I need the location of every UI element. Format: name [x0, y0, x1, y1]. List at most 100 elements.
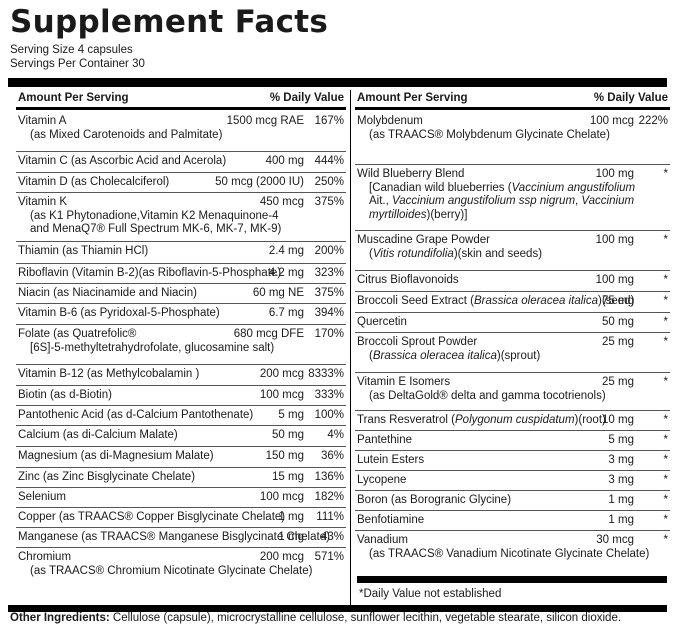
nutrient-row: Vitamin A (as Mixed Carotenoids and Palmi… [16, 112, 346, 152]
nutrient-row: Vitamin B-6 (as Pyridoxal-5-Phosphate) 6.… [16, 304, 346, 325]
nutrient-row: Citrus Bioflavonoids 100 mg * [355, 271, 670, 292]
daily-value-percent: 375% [314, 196, 344, 208]
nutrient-name: Vanadium (as TRAACS® Vanadium Nicotinate … [357, 534, 649, 561]
column-divider [350, 90, 351, 610]
nutrient-label: Folate (as Quatrefolic® [18, 328, 137, 340]
daily-value-percent: * [663, 234, 668, 246]
nutrient-name: Muscadine Grape Powder (Vitis rotundifoli… [357, 234, 542, 261]
nutrient-label: Pantothenic Acid (as d-Calcium Pantothen… [18, 409, 254, 421]
nutrient-row: Folate (as Quatrefolic® [6S]-5-methyltetr… [16, 325, 346, 365]
nutrient-label: Vitamin K [18, 196, 68, 208]
amount-value: 25 mg [602, 376, 634, 388]
nutrient-row: Lycopene 3 mg * [355, 471, 670, 491]
daily-value-percent: 394% [314, 307, 344, 319]
nutrient-name: Wild Blueberry Blend [Canadian wild blueb… [357, 168, 635, 222]
nutrient-label: Vitamin B-6 (as Pyridoxal-5-Phosphate) [18, 307, 220, 319]
nutrient-name: Calcium (as di-Calcium Malate) [18, 429, 178, 443]
daily-value-percent: 222% [638, 115, 668, 127]
amount-value: 200 mcg [259, 368, 304, 380]
nutrient-name: Folate (as Quatrefolic® [6S]-5-methyltetr… [18, 328, 274, 355]
nutrient-label: Manganese (as TRAACS® Manganese Bisglyci… [18, 531, 330, 543]
nutrient-name: Boron (as Borogranic Glycine) [357, 494, 511, 508]
nutrient-row: Muscadine Grape Powder (Vitis rotundifoli… [355, 231, 670, 271]
nutrient-row: Biotin (as d-Biotin) 100 mcg 333% [16, 386, 346, 406]
amount-value: 100 mcg [259, 389, 304, 401]
nutrient-source: and MenaQ7® Full Spectrum MK-6, MK-7, MK… [30, 223, 282, 235]
nutrient-name: Thiamin (as Thiamin HCl) [18, 245, 148, 259]
daily-value-percent: 4% [327, 429, 344, 441]
nutrient-label: Thiamin (as Thiamin HCl) [18, 245, 149, 257]
nutrient-label: Calcium (as di-Calcium Malate) [18, 429, 178, 441]
footer-divider [8, 605, 667, 612]
nutrient-row: Vitamin K (as K1 Phytonadione,Vitamin K2 … [16, 193, 346, 242]
daily-value-percent: * [663, 454, 668, 466]
nutrient-name: Vitamin A (as Mixed Carotenoids and Palmi… [18, 115, 222, 142]
amount-value: 5 mg [278, 409, 304, 421]
nutrient-row: Lutein Esters 3 mg * [355, 451, 670, 471]
amount-value: 450 mcg [259, 196, 304, 208]
other-ingredients: Other Ingredients: Cellulose (capsule), … [10, 612, 621, 624]
nutrient-label: Niacin (as Niacinamide and Niacin) [18, 287, 197, 299]
amount-value: 4.2 mg [268, 267, 304, 279]
nutrient-row: Vitamin B-12 (as Methylcobalamin ) 200 mc… [16, 365, 346, 386]
nutrient-row: Thiamin (as Thiamin HCl) 2.4 mg 200% [16, 242, 346, 264]
daily-value-percent: * [663, 494, 668, 506]
amount-value: 100 mg [595, 168, 634, 180]
daily-value-percent: 100% [314, 409, 344, 421]
nutrient-name: Benfotiamine [357, 514, 424, 528]
amount-value: 1 mg [608, 514, 634, 526]
nutrient-row: Magnesium (as di-Magnesium Malate) 150 mg… [16, 447, 346, 468]
daily-value-percent: * [663, 474, 668, 486]
amount-value: 75 mg [602, 295, 634, 307]
nutrient-row: Riboflavin (Vitamin B-2)(as Riboflavin-5… [16, 264, 346, 284]
nutrient-name: Lycopene [357, 474, 406, 488]
daily-value-percent: 170% [314, 328, 344, 340]
daily-value-percent: 333% [314, 389, 344, 401]
amount-value: 1 mg [608, 494, 634, 506]
nutrient-label: Selenium [18, 491, 66, 503]
nutrient-label: Vanadium [357, 534, 408, 546]
nutrient-row: Boron (as Borogranic Glycine) 1 mg * [355, 491, 670, 511]
amount-value: 1 mg [278, 531, 304, 543]
amount-value: 50 mcg (2000 IU) [215, 176, 304, 188]
nutrient-label: Biotin (as d-Biotin) [18, 389, 112, 401]
other-ingredients-label: Other Ingredients: [10, 612, 110, 624]
amount-value: 1500 mcg RAE [226, 115, 304, 127]
header-rule [355, 107, 670, 110]
footnote: *Daily Value not established [359, 588, 502, 600]
amount-value: 30 mcg [596, 534, 634, 546]
nutrient-source: (as K1 Phytonadione,Vitamin K2 Menaquino… [30, 209, 279, 222]
amount-value: 10 mg [602, 414, 634, 426]
nutrient-name: Lutein Esters [357, 454, 424, 468]
nutrient-label: Vitamin D (as Cholecalciferol) [18, 176, 170, 188]
nutrient-row: Quercetin 50 mg * [355, 313, 670, 333]
daily-value-percent: * [663, 168, 668, 180]
amount-value: 2.4 mg [268, 245, 304, 257]
daily-value-label: % Daily Value [269, 92, 344, 104]
nutrient-name: Vitamin D (as Cholecalciferol) [18, 176, 169, 190]
nutrient-source: (as TRAACS® Molybdenum Glycinate Chelate… [369, 128, 610, 141]
daily-value-percent: 323% [314, 267, 344, 279]
nutrient-source: Ait., Vaccinium angustifolium ssp nigrum… [369, 195, 635, 207]
nutrient-row: Pantethine 5 mg * [355, 431, 670, 451]
daily-value-percent: 36% [320, 450, 344, 462]
nutrient-label: Vitamin C (as Ascorbic Acid and Acerola) [18, 155, 227, 167]
amount-value: 400 mg [265, 155, 304, 167]
top-divider [8, 78, 667, 87]
nutrient-name: Pantothenic Acid (as d-Calcium Pantothen… [18, 409, 253, 423]
header-rule [16, 107, 346, 110]
nutrient-name: Selenium [18, 491, 66, 505]
nutrient-name: Riboflavin (Vitamin B-2)(as Riboflavin-5… [18, 267, 281, 281]
amount-value: 1 mg [278, 511, 304, 523]
nutrient-label: Wild Blueberry Blend [357, 168, 465, 180]
nutrient-label: Zinc (as Zinc Bisglycinate Chelate) [18, 471, 196, 483]
nutrient-label: Vitamin B-12 (as Methylcobalamin ) [18, 368, 200, 380]
nutrient-row: Trans Resveratrol (Polygonum cuspidatum)… [355, 411, 670, 431]
daily-value-percent: 182% [314, 491, 344, 503]
nutrient-label: Copper (as TRAACS® Copper Bisglycinate C… [18, 511, 286, 523]
amount-value: 100 mg [595, 274, 634, 286]
nutrient-label: Magnesium (as di-Magnesium Malate) [18, 450, 214, 462]
amount-value: 3 mg [608, 454, 634, 466]
amount-value: 5 mg [608, 434, 634, 446]
nutrient-label: Molybdenum [357, 115, 423, 127]
